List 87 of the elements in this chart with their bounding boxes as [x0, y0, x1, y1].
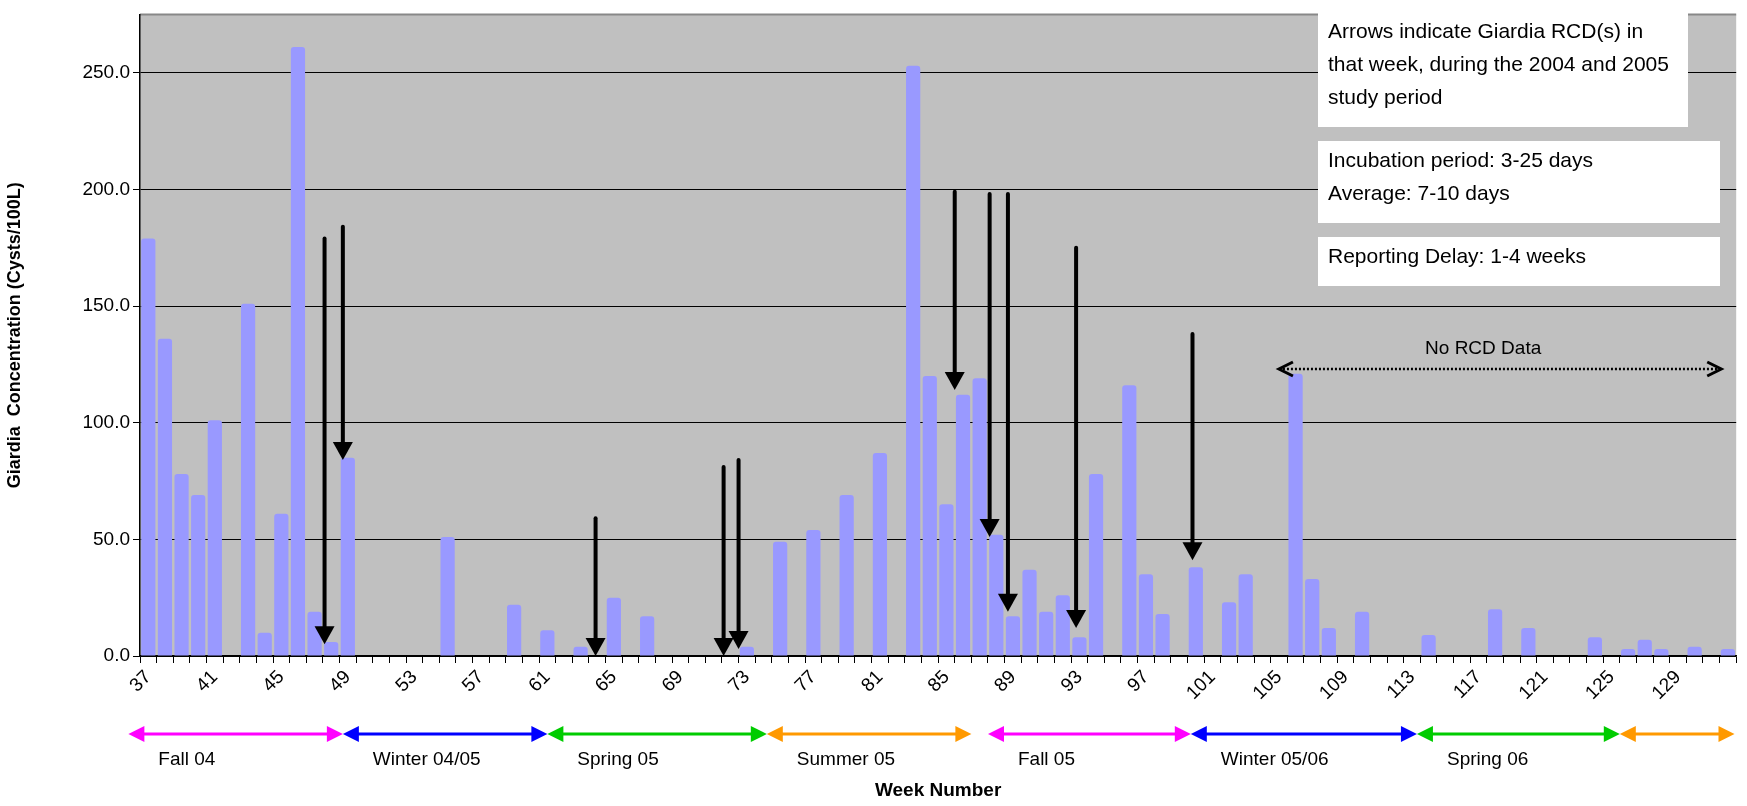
bar [806, 530, 821, 656]
bar [1687, 646, 1702, 656]
text: Winter 04/05 [372, 748, 481, 770]
bar [872, 453, 888, 656]
y-tick-label: 250.0 [82, 60, 130, 82]
bar [1005, 616, 1021, 656]
x-tick-label: 65 [590, 665, 621, 696]
bar [1155, 614, 1170, 656]
y-tick-label: 150.0 [82, 294, 130, 316]
bar [939, 504, 954, 656]
text: Fall 05 [1017, 748, 1075, 770]
x-tick-label: 37 [125, 665, 155, 696]
bar [257, 632, 272, 656]
bar [1587, 637, 1602, 656]
text: Summer 05 [796, 748, 896, 770]
note-box: Arrows indicate Giardia RCD(s) in that week, during the 2004 and 2005 study period [1318, 12, 1688, 127]
bar [1321, 628, 1336, 656]
bar [191, 495, 206, 656]
bar [1288, 373, 1303, 656]
x-tick-label: 105 [1248, 665, 1286, 704]
x-tick-label: 101 [1181, 665, 1219, 704]
bar [1238, 574, 1253, 656]
text: Fall 04 [158, 748, 216, 770]
y-tick-label: 200.0 [82, 177, 130, 199]
bar [1521, 628, 1536, 656]
bar [1122, 385, 1137, 656]
x-tick-label: 81 [856, 665, 887, 696]
bar [1188, 567, 1203, 656]
bar [290, 47, 306, 656]
bar [1039, 611, 1054, 656]
x-tick-label: 93 [1056, 665, 1086, 696]
x-tick-label: 113 [1382, 665, 1419, 703]
annotation: No RCD Data [1425, 337, 1542, 360]
bar [207, 420, 222, 656]
x-tick-label: 77 [790, 665, 820, 696]
bar [540, 630, 555, 656]
bar [1637, 639, 1652, 656]
note-box: Reporting Delay: 1-4 weeks [1318, 237, 1720, 286]
bar [906, 65, 921, 656]
bar [1221, 602, 1237, 656]
x-axis-title: Week Number [874, 778, 1002, 800]
x-tick-label: 97 [1122, 665, 1153, 696]
x-tick-label: 57 [457, 665, 488, 696]
y-tick-label: 100.0 [82, 410, 130, 432]
y-tick-label: 50.0 [93, 527, 130, 549]
bar [141, 238, 156, 656]
bar [1072, 637, 1087, 656]
x-tick-label: 85 [923, 665, 953, 696]
x-tick-label: 49 [324, 665, 355, 696]
x-tick-label: 125 [1580, 665, 1619, 704]
bar [174, 474, 189, 656]
bar [1022, 569, 1037, 656]
x-tick-label: 73 [723, 665, 754, 696]
bar [1421, 635, 1436, 656]
bar [157, 338, 173, 656]
x-tick-label: 89 [989, 665, 1020, 696]
bar [773, 541, 788, 656]
x-tick-label: 121 [1514, 665, 1552, 704]
bar [440, 537, 455, 656]
bar [1354, 611, 1370, 656]
bar [1055, 595, 1070, 656]
y-axis-title: Giardia Concentration (Cysts/100L) [3, 182, 24, 489]
x-tick-label: 117 [1448, 665, 1485, 703]
text: Winter 05/06 [1220, 748, 1329, 770]
text: Spring 06 [1446, 748, 1529, 770]
bar [274, 513, 289, 656]
bar [640, 616, 655, 656]
x-tick-label: 45 [258, 665, 288, 696]
bar [1138, 574, 1154, 656]
bar [507, 604, 522, 656]
bar [606, 597, 621, 656]
bar [1487, 609, 1503, 656]
bar [1088, 474, 1104, 656]
text: Spring 05 [577, 748, 659, 770]
x-tick-label: 109 [1314, 665, 1352, 704]
x-tick-label: 53 [391, 665, 421, 696]
bar [922, 376, 937, 656]
x-tick-label: 129 [1647, 665, 1685, 704]
bar [955, 394, 971, 656]
y-tick-label: 0.0 [103, 644, 130, 666]
bar [1305, 579, 1320, 656]
bar [240, 303, 256, 656]
x-tick-label: 61 [524, 665, 554, 696]
x-tick-label: 41 [191, 665, 222, 696]
x-tick-label: 69 [657, 665, 687, 696]
note-box: Incubation period: 3-25 days Average: 7-10 days [1318, 141, 1720, 223]
bar [839, 495, 854, 656]
